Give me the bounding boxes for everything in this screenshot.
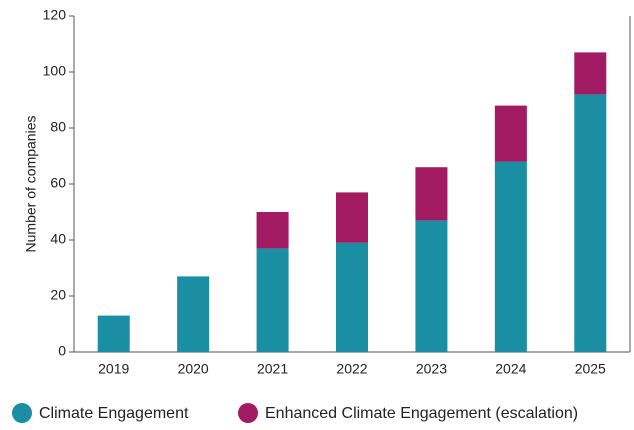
y-tick-label: 0 (58, 343, 66, 359)
bar-segment (415, 220, 448, 352)
y-tick-label: 120 (43, 7, 67, 23)
x-tick-label: 2025 (575, 361, 606, 377)
x-tick-label: 2022 (336, 361, 367, 377)
legend-swatch (238, 403, 258, 423)
x-tick-label: 2023 (416, 361, 447, 377)
legend-label: Enhanced Climate Engagement (escalation) (265, 405, 578, 422)
bar-segment (574, 94, 607, 353)
y-tick-label: 80 (50, 119, 66, 135)
y-tick-label: 60 (50, 175, 66, 191)
legend-label: Climate Engagement (39, 405, 189, 422)
x-tick-label: 2019 (98, 361, 129, 377)
bar-segment (336, 242, 368, 352)
legend-swatch (12, 403, 32, 423)
bar-segment (177, 276, 210, 352)
bar-segment (574, 52, 607, 95)
bar-segment (97, 315, 130, 352)
bar-segment (336, 192, 368, 243)
x-tick-label: 2020 (178, 361, 209, 377)
y-tick-label: 40 (50, 231, 66, 247)
bar-segment (494, 105, 527, 162)
bar-segment (256, 248, 289, 352)
y-tick-label: 20 (50, 287, 66, 303)
y-tick-label: 100 (43, 63, 67, 79)
y-axis-label: Number of companies (23, 116, 39, 253)
x-tick-label: 2021 (257, 361, 288, 377)
bar-segment (256, 212, 289, 249)
bar-segment (494, 161, 527, 352)
x-tick-label: 2024 (495, 361, 526, 377)
bar-segment (415, 167, 448, 221)
